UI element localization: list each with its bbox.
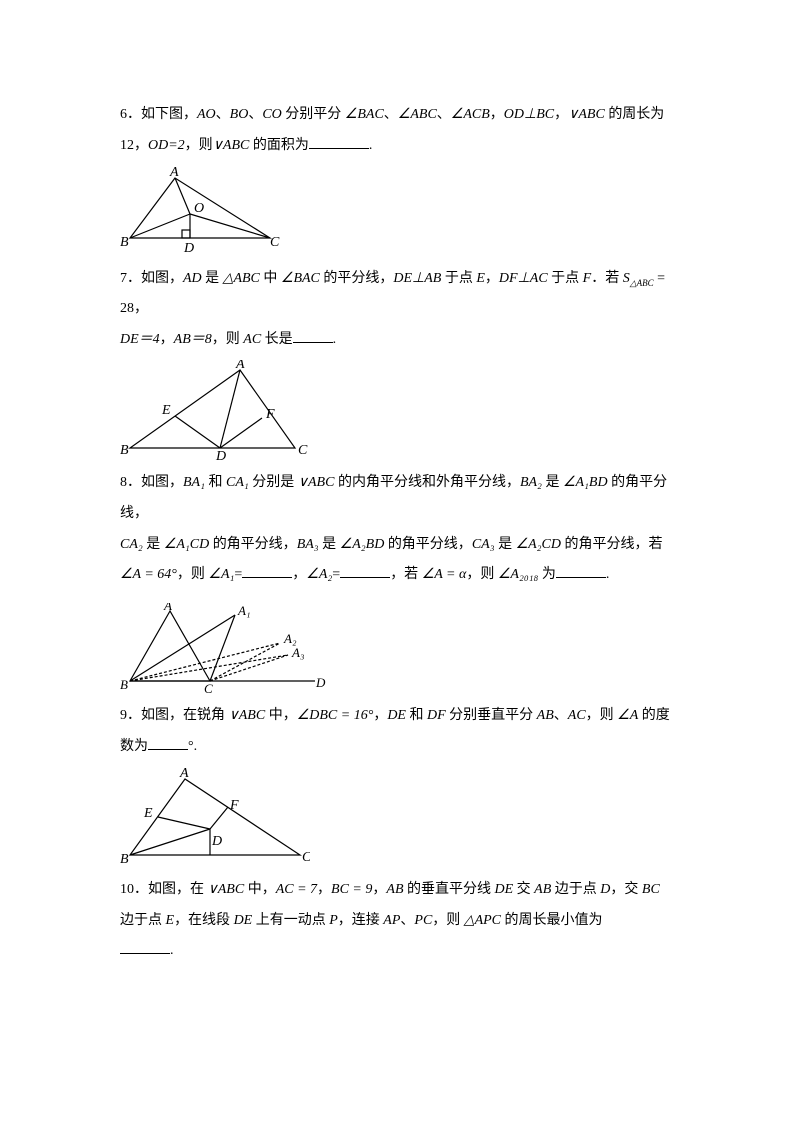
svg-text:F: F <box>229 798 239 813</box>
svg-text:O: O <box>194 201 204 216</box>
svg-text:A₃: A₃ <box>291 645 304 660</box>
problem-6: 6．如下图，AO、BO、CO 分别平分 ∠BAC、∠ABC、∠ACB，OD⊥BC… <box>120 100 674 256</box>
svg-text:A: A <box>163 603 172 613</box>
blank <box>556 564 606 578</box>
svg-text:B: B <box>120 443 129 458</box>
problem-7: 7．如图，AD 是 △ABC 中 ∠BAC 的平分线，DE⊥AB 于点 E，DF… <box>120 264 674 460</box>
p8-line3: ∠A = 64°，则 ∠A₁=，∠A₂=，若 ∠A = α，则 ∠A₂₀₁₈ 为… <box>120 560 674 591</box>
svg-text:A₁: A₁ <box>237 603 250 618</box>
p10-line2: 边于点 E，在线段 DE 上有一动点 P，连接 AP、PC，则 △APC 的周长… <box>120 906 674 937</box>
p8-line1: 8．如图，BA₁ 和 CA₁ 分别是 ∨ABC 的内角平分线和外角平分线，BA₂… <box>120 468 674 530</box>
blank <box>148 736 188 750</box>
p10-line3: . <box>120 936 674 967</box>
svg-text:E: E <box>161 403 171 418</box>
svg-text:A₂: A₂ <box>283 631 297 646</box>
blank <box>120 940 170 954</box>
blank <box>340 564 390 578</box>
svg-text:C: C <box>302 850 310 865</box>
num: 8． <box>120 475 141 490</box>
svg-text:C: C <box>204 681 213 693</box>
blank <box>309 135 369 149</box>
num: 7． <box>120 271 141 286</box>
svg-text:B: B <box>120 677 128 692</box>
blank <box>242 564 292 578</box>
figure-8: A B C D A₁ A₂ A₃ <box>120 603 674 693</box>
figure-6: A B C O D <box>120 166 674 256</box>
svg-text:A: A <box>169 166 179 180</box>
p8-line2: CA₂ 是 ∠A₁CD 的角平分线，BA₃ 是 ∠A₂BD 的角平分线，CA₃ … <box>120 530 674 561</box>
svg-text:D: D <box>211 834 222 849</box>
p10-line1: 10．如图，在 ∨ABC 中，AC = 7，BC = 9，AB 的垂直平分线 D… <box>120 875 674 906</box>
svg-text:D: D <box>215 449 226 460</box>
svg-text:F: F <box>265 407 275 422</box>
svg-text:B: B <box>120 852 129 867</box>
svg-text:E: E <box>143 806 153 821</box>
svg-text:B: B <box>120 235 129 250</box>
p9-line2: 数为°. <box>120 732 674 763</box>
p7-line2: DE＝4，AB＝8，则 AC 长是. <box>120 325 674 356</box>
p6-line1: 6．如下图，AO、BO、CO 分别平分 ∠BAC、∠ABC、∠ACB，OD⊥BC… <box>120 100 674 131</box>
num: 10． <box>120 882 148 897</box>
problem-9: 9．如图，在锐角 ∨ABC 中，∠DBC = 16°，DE 和 DF 分别垂直平… <box>120 701 674 867</box>
p9-line1: 9．如图，在锐角 ∨ABC 中，∠DBC = 16°，DE 和 DF 分别垂直平… <box>120 701 674 732</box>
num: 9． <box>120 708 141 723</box>
figure-9: A B C D E F <box>120 767 674 867</box>
svg-text:C: C <box>298 443 308 458</box>
svg-text:C: C <box>270 235 280 250</box>
blank <box>293 329 333 343</box>
num: 6． <box>120 107 141 122</box>
svg-text:D: D <box>183 241 194 256</box>
svg-text:D: D <box>315 675 326 690</box>
figure-7: A B C D E F <box>120 360 674 460</box>
problem-8: 8．如图，BA₁ 和 CA₁ 分别是 ∨ABC 的内角平分线和外角平分线，BA₂… <box>120 468 674 693</box>
svg-text:A: A <box>179 767 189 781</box>
svg-text:A: A <box>235 360 245 372</box>
p6-line2: 12，OD=2，则∨ABC 的面积为. <box>120 131 674 162</box>
problem-10: 10．如图，在 ∨ABC 中，AC = 7，BC = 9，AB 的垂直平分线 D… <box>120 875 674 967</box>
p7-line1: 7．如图，AD 是 △ABC 中 ∠BAC 的平分线，DE⊥AB 于点 E，DF… <box>120 264 674 326</box>
